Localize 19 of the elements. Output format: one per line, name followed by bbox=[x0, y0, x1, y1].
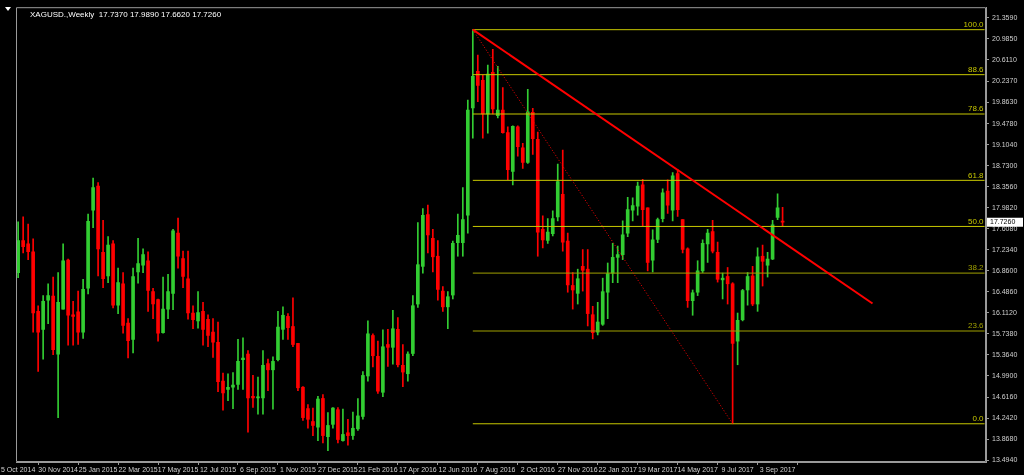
series-label: 50.0 bbox=[967, 216, 985, 226]
candlestick bbox=[266, 358, 270, 391]
candlestick bbox=[341, 408, 345, 442]
series-label: 61.8 bbox=[967, 170, 985, 180]
series-label: 0.0 bbox=[972, 413, 985, 423]
series-label: 88.6 bbox=[967, 64, 985, 74]
candlestick bbox=[311, 407, 315, 436]
candlestick bbox=[401, 344, 405, 387]
series-label: 78.6 bbox=[967, 104, 985, 114]
candlestick bbox=[386, 329, 390, 367]
text: XAGUSD.,Weekly 17.7370 17.9890 17.6620 17.7260 bbox=[30, 10, 222, 20]
candlestick bbox=[570, 272, 575, 310]
candlestick bbox=[346, 418, 350, 446]
series-label: 100.0 bbox=[963, 19, 985, 29]
candlestick bbox=[196, 291, 200, 329]
series-label: 38.2 bbox=[967, 263, 985, 273]
candlestick bbox=[271, 356, 275, 410]
candlestick bbox=[46, 283, 50, 325]
series-label: 23.6 bbox=[967, 321, 985, 331]
